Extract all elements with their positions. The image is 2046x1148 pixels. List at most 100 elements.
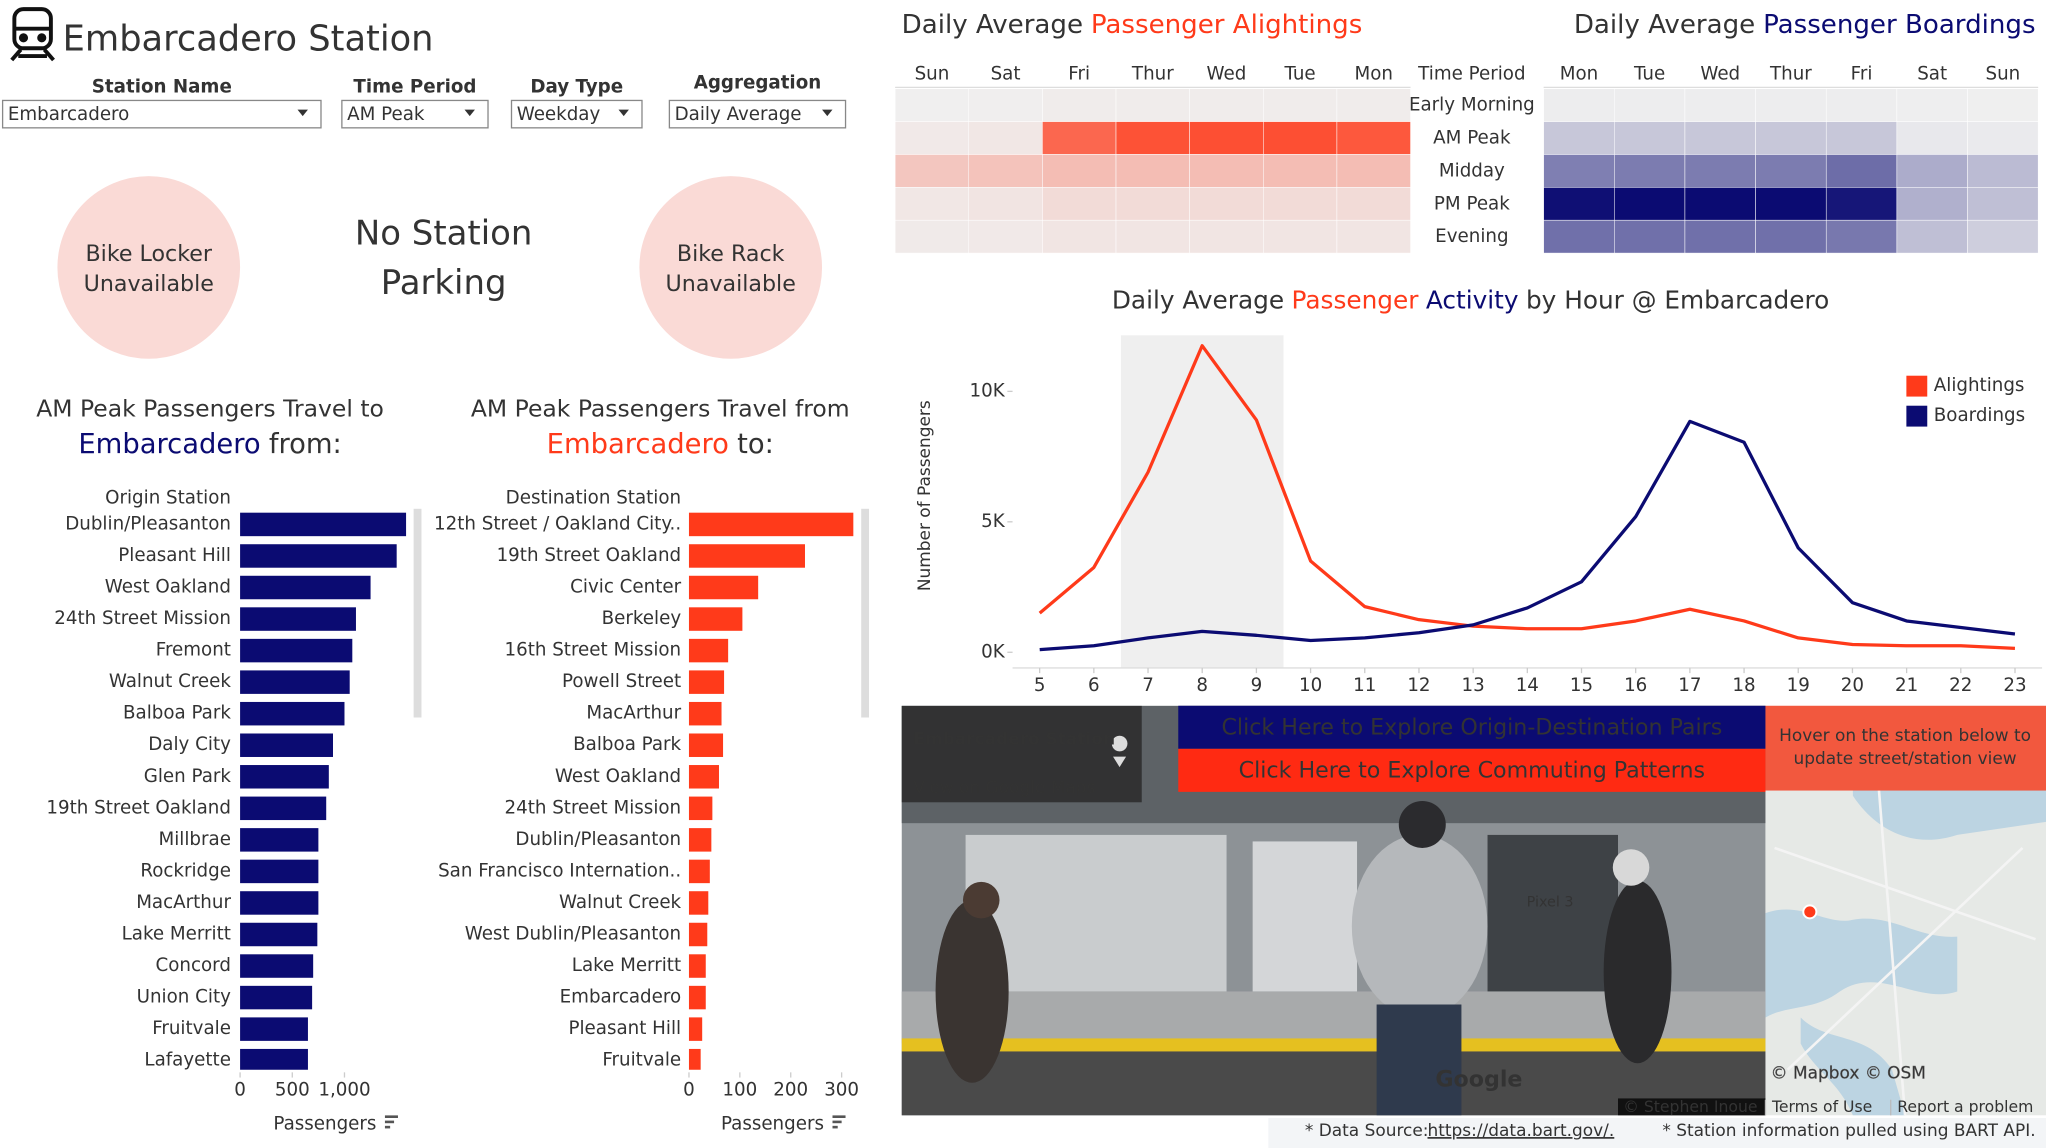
bar [240,891,319,915]
category-label: 24th Street Mission [504,797,681,818]
maps-link[interactable]: View on Google Maps [913,777,1095,797]
column-label: Fri [1851,63,1873,84]
column-label: Sat [991,63,1021,84]
place-name: Embarcadero Station [913,729,1115,749]
category-label: 19th Street Oakland [497,545,682,566]
dropdown-arrow [618,109,629,117]
heat-cell [1825,121,1898,155]
nav-button[interactable]: Click Here to Explore Origin-Destination… [1178,705,1766,749]
bar [240,859,319,884]
title-part: Daily Average [1574,9,1755,39]
bar [688,512,854,537]
x-axis-label: Passengers [273,1114,376,1135]
heat-cell [1967,88,2039,122]
heat-cell [1543,187,1615,221]
button-label: Click Here to Explore Commuting Patterns [1239,757,1705,783]
title-part: to: [737,428,774,459]
button-label: Click Here to Explore Origin-Destination… [1221,714,1722,740]
category-label: Walnut Creek [109,671,232,692]
category-label: Balboa Park [573,734,681,755]
y-tick-label: 0K [981,641,1006,662]
column-label: Sun [1985,63,2020,84]
bar [240,1017,308,1041]
x-tick-label: 18 [1732,675,1755,696]
heat-cell [1967,154,2039,188]
x-tick-label: 5 [1034,675,1046,696]
heat-cell [1042,154,1117,188]
hint-text: update street/station view [1793,748,2016,768]
dropdown-arrow [297,109,308,117]
heat-cell [1263,121,1338,155]
source-link[interactable]: https://data.bart.gov/. [1428,1120,1615,1140]
brand-text: Google [1435,1067,1522,1093]
amenity-badge [57,176,241,359]
heat-cell [1896,154,1968,188]
bar [240,733,333,757]
heat-cell [894,88,970,122]
footer-note: * Station information pulled using BART … [1662,1120,2035,1140]
category-label: Fruitvale [152,1018,231,1039]
amenity-badge [639,176,823,359]
heat-cell [1896,219,1968,254]
heat-cell [1336,88,1411,122]
photo-credit[interactable]: Report a problem [1897,1097,2033,1116]
heat-cell [1336,121,1411,155]
heat-cell [968,187,1043,221]
heat-cell [1896,88,1968,122]
category-label: Balboa Park [123,703,231,724]
row-header: Time Period [1417,63,1525,84]
filter-dropdown[interactable]: Embarcadero [1,99,322,129]
x-tick-label: 10 [1299,675,1322,696]
category-label: West Oakland [105,577,231,598]
heat-cell [1042,121,1117,155]
title-part: Daily Average [902,9,1083,39]
footer-bar [1268,1117,2046,1148]
bar [688,575,759,600]
bar [688,638,729,663]
filter-dropdown[interactable]: AM Peak [341,99,489,129]
bar [240,638,353,663]
x-tick-label: 13 [1462,675,1485,696]
dropdown-value: Embarcadero [8,104,129,125]
bar [240,670,350,694]
photo-credit[interactable]: Terms of Use [1771,1097,1872,1116]
button-bg [1178,748,1766,792]
x-tick-label: 0 [234,1080,246,1101]
x-tick-label: 500 [275,1080,310,1101]
y-tick-label: 5K [981,511,1006,532]
heat-cell [1684,187,1756,221]
heat-cell [1755,187,1827,221]
heat-cell [1614,219,1686,254]
hint-text: Hover on the station below to [1779,725,2031,745]
bar [240,922,318,947]
column-label: Wed [1700,63,1740,84]
bar [240,765,329,789]
heat-cell [1755,121,1827,155]
filter-dropdown[interactable]: Weekday [510,99,643,129]
category-label: Embarcadero [560,987,681,1008]
hint-bg [1765,705,2046,791]
filter-dropdown[interactable]: Daily Average [668,99,847,129]
bar [688,701,722,726]
nav-button[interactable]: Click Here to Explore Commuting Patterns [1178,748,1766,792]
legend-swatch [1906,405,1928,427]
title-part: Embarcadero [78,428,260,459]
heat-cell [1825,219,1898,254]
chart-title: Daily Average Passenger Alightings [902,9,1363,39]
column-label: Thur [1769,63,1812,84]
heat-cell [1755,88,1827,122]
x-tick-label: 6 [1088,675,1100,696]
heat-cell [1755,219,1827,254]
category-label: Pleasant Hill [118,545,231,566]
column-label: Fri [1068,63,1090,84]
x-tick-label: 15 [1570,675,1593,696]
chart-title: AM Peak Passengers Travel to [36,394,384,422]
column-label: Sun [915,63,950,84]
x-tick-label: 8 [1196,675,1208,696]
category-label: Concord [155,955,230,976]
chart-title: Embarcadero to: [547,428,774,459]
heat-cell [894,121,970,155]
title-part: AM Peak Passengers Travel from [471,394,850,422]
heat-cell [1189,219,1264,254]
